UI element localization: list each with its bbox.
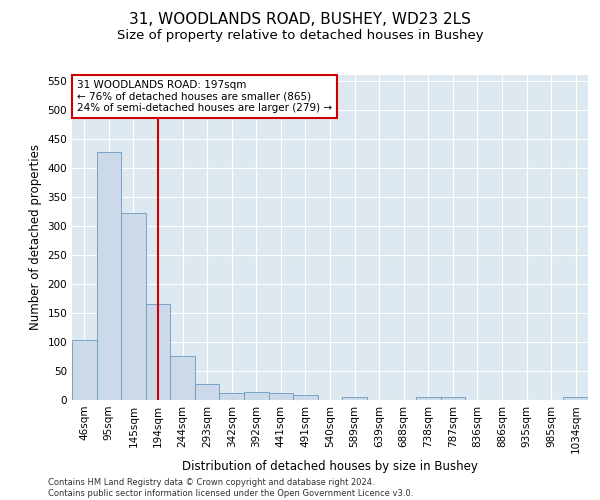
Bar bbox=[563, 397, 588, 400]
Text: 31, WOODLANDS ROAD, BUSHEY, WD23 2LS: 31, WOODLANDS ROAD, BUSHEY, WD23 2LS bbox=[129, 12, 471, 28]
Bar bbox=[146, 304, 170, 400]
Bar bbox=[416, 396, 440, 400]
Text: Contains HM Land Registry data © Crown copyright and database right 2024.
Contai: Contains HM Land Registry data © Crown c… bbox=[48, 478, 413, 498]
Y-axis label: Number of detached properties: Number of detached properties bbox=[29, 144, 42, 330]
Bar bbox=[195, 384, 220, 400]
Bar bbox=[72, 340, 97, 400]
X-axis label: Distribution of detached houses by size in Bushey: Distribution of detached houses by size … bbox=[182, 460, 478, 473]
Bar bbox=[269, 393, 293, 400]
Bar bbox=[170, 356, 195, 400]
Bar bbox=[220, 393, 244, 400]
Text: Size of property relative to detached houses in Bushey: Size of property relative to detached ho… bbox=[116, 29, 484, 42]
Bar bbox=[97, 152, 121, 400]
Text: 31 WOODLANDS ROAD: 197sqm
← 76% of detached houses are smaller (865)
24% of semi: 31 WOODLANDS ROAD: 197sqm ← 76% of detac… bbox=[77, 80, 332, 113]
Bar bbox=[342, 397, 367, 400]
Bar bbox=[440, 397, 465, 400]
Bar bbox=[293, 396, 318, 400]
Bar bbox=[121, 213, 146, 400]
Bar bbox=[244, 392, 269, 400]
